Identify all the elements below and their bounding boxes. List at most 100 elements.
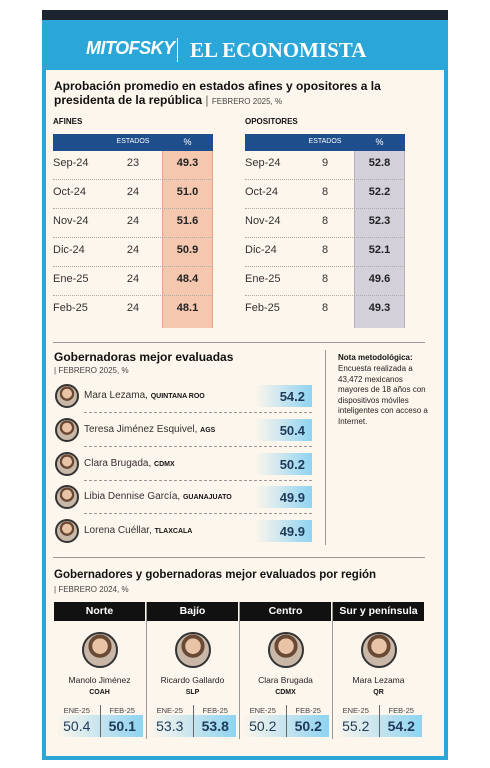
region-header (147, 602, 238, 621)
row-count: 8 (321, 215, 329, 227)
period-label: FEB-25 (109, 706, 135, 715)
row-count: 9 (321, 157, 329, 169)
name: Teresa Jiménez Esquivel, (84, 423, 198, 435)
row-count: 24 (126, 302, 140, 314)
brand-left: MITOFSKY (86, 38, 175, 58)
value-box (255, 520, 312, 543)
period-label: ENE-25 (63, 706, 90, 715)
separator: | (202, 93, 212, 107)
governor-name: Libia Dennise García, GUANAJUATO (84, 491, 232, 502)
column-header: % (183, 137, 192, 147)
state: TLAXCALA (154, 528, 193, 536)
table-label: AFINES (53, 117, 83, 126)
row-value: 52.2 (368, 186, 391, 198)
column-header: ESTADOS (116, 138, 150, 145)
region-value: 50.4 (63, 718, 91, 734)
section-divider (53, 342, 425, 343)
value-divider (285, 705, 287, 737)
region-name: Sur y península (339, 605, 418, 617)
row-count: 8 (321, 186, 329, 198)
column-divider (146, 602, 147, 739)
region-name: Bajío (179, 605, 206, 617)
period-label: ENE-25 (156, 706, 183, 715)
vertical-divider (325, 350, 326, 545)
governor-name: Clara Brugada, CDMX (84, 458, 175, 469)
governor-name: Clara Brugada (258, 675, 313, 685)
section-title: Gobernadores y gobernadoras mejor evalua… (54, 569, 377, 581)
top-strip (42, 10, 448, 20)
region-value: 55.2 (342, 718, 370, 734)
row-separator (84, 479, 312, 481)
table-label: OPOSITORES (245, 117, 298, 126)
value-box (255, 385, 312, 407)
row-value: 52.8 (368, 157, 391, 169)
state: QUINTANA ROO (150, 393, 205, 400)
subtitle: | FEBRERO 2024, % (54, 585, 129, 594)
row-value: 49.3 (176, 157, 199, 169)
value-box (255, 486, 312, 509)
subtitle-text: FEBRERO 2025, % (58, 366, 129, 375)
row-value: 51.6 (176, 215, 199, 227)
region-value: 54.2 (387, 718, 415, 734)
row-value: 49.3 (368, 302, 391, 314)
row-label: Nov-24 (245, 215, 281, 227)
state: QR (373, 689, 384, 696)
row-count: 24 (126, 273, 140, 285)
row-count: 8 (321, 273, 329, 285)
row-separator (53, 266, 213, 267)
avatar (81, 632, 118, 668)
region-value: 53.3 (156, 718, 184, 734)
row-value: 52.1 (368, 244, 391, 256)
governor-name: Lorena Cuéllar, TLAXCALA (84, 525, 192, 536)
row-separator (245, 237, 405, 238)
region-value: 50.2 (294, 718, 322, 734)
state: CDMX (154, 460, 175, 468)
row-label: Dic-24 (53, 244, 85, 256)
row-value: 49.6 (368, 273, 391, 285)
row-value: 52.3 (368, 215, 391, 227)
row-separator (245, 295, 405, 296)
governor-name: Manolo Jiménez (68, 675, 131, 685)
row-label: Feb-25 (53, 302, 88, 314)
region-header (240, 602, 331, 621)
column-header: % (375, 137, 384, 147)
row-label: Dic-24 (245, 244, 277, 256)
subtitle-text: FEBRERO 2024, % (58, 585, 129, 594)
row-label: Ene-25 (53, 273, 89, 285)
period-label: ENE-25 (342, 706, 369, 715)
row-label: Sep-24 (245, 157, 281, 169)
governor-value: 50.2 (279, 456, 305, 472)
region-header (54, 602, 145, 621)
governor-name: Ricardo Gallardo (160, 675, 225, 685)
row-separator (53, 179, 213, 180)
row-count: 24 (126, 186, 140, 198)
period-label: FEB-25 (388, 706, 414, 715)
name: Lorena Cuéllar, (84, 525, 152, 537)
row-separator (53, 295, 213, 296)
section-title: Aprobación promedio en estados afines y … (54, 79, 434, 109)
avatar (360, 632, 397, 668)
period-label: FEB-25 (295, 706, 321, 715)
row-count: 24 (126, 244, 140, 256)
row-separator (53, 208, 213, 209)
governor-value: 49.9 (279, 490, 305, 506)
row-label: Oct-24 (245, 186, 279, 198)
value-column (162, 151, 213, 328)
row-value: 51.0 (176, 186, 199, 198)
governor-name: Teresa Jiménez Esquivel, AGS (84, 424, 215, 435)
table-header (245, 134, 405, 151)
row-count: 8 (321, 302, 329, 314)
row-value: 48.4 (176, 273, 199, 285)
state: CDMX (275, 689, 296, 696)
row-label: Sep-24 (53, 157, 89, 169)
region-name: Centro (268, 605, 303, 617)
name: Clara Brugada, (84, 457, 152, 469)
row-label: Oct-24 (53, 186, 87, 198)
value-divider (192, 705, 194, 737)
row-value: 50.9 (176, 244, 199, 256)
state: GUANAJUATO (182, 494, 232, 502)
region-value: 50.2 (249, 718, 277, 734)
column-divider (332, 602, 333, 739)
region-value: 50.1 (108, 718, 136, 734)
